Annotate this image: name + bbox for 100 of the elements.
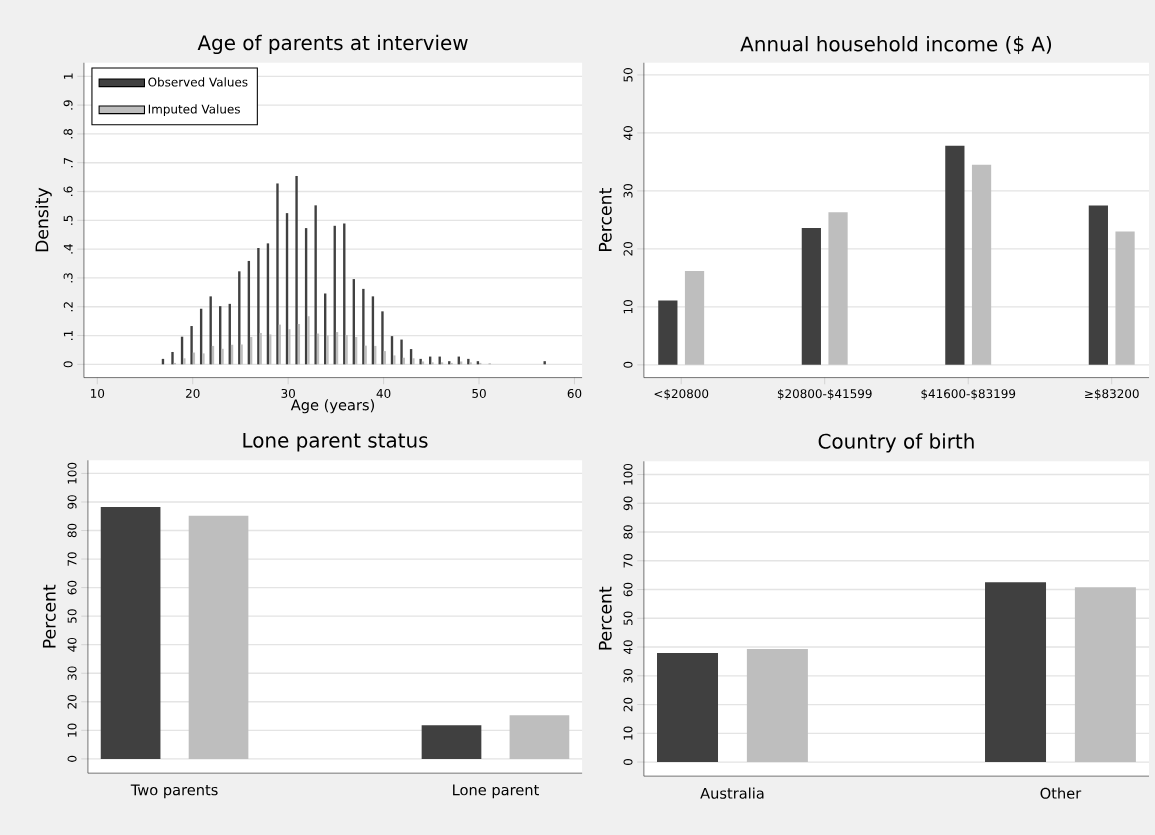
y-tick-label: 30	[67, 666, 77, 680]
bar	[364, 345, 367, 365]
bar	[202, 353, 205, 365]
y-tick-label: .2	[63, 302, 73, 312]
bar	[746, 649, 808, 763]
x-tick-label: <$20800	[654, 388, 709, 400]
bar	[188, 515, 249, 759]
legend-label: Observed Values	[148, 77, 248, 87]
y-tick-label: 20	[67, 695, 77, 709]
y-tick-label: 100	[623, 463, 633, 485]
x-tick-label: Lone parent	[453, 784, 539, 799]
x-tick-label: ≥$83200	[1085, 388, 1139, 400]
y-axis-title: Percent	[598, 188, 612, 252]
x-tick-label: 60	[567, 388, 582, 399]
y-tick-label: 90	[67, 495, 77, 509]
x-axis-title: Age (years)	[290, 399, 374, 414]
y-tick-label: .4	[63, 244, 73, 254]
y-tick-label: 10	[623, 726, 633, 740]
bar	[509, 715, 570, 759]
bar	[221, 348, 224, 365]
bar	[801, 228, 821, 365]
bar	[1115, 231, 1135, 365]
y-tick-label: 0	[623, 361, 633, 368]
y-tick-label: 40	[623, 640, 633, 655]
bar	[684, 270, 705, 365]
y-tick-label: 80	[623, 525, 633, 539]
bar	[945, 145, 965, 365]
chart-title: Lone parent status	[243, 432, 428, 452]
bar	[1074, 587, 1136, 763]
y-tick-label: 20	[623, 697, 633, 712]
y-tick-label: .3	[63, 273, 73, 283]
x-tick-label: Two parents	[130, 784, 218, 799]
y-tick-label: 70	[67, 552, 77, 566]
y-tick-label: .7	[63, 158, 73, 168]
bar	[431, 362, 434, 365]
y-tick-label: .6	[63, 186, 73, 196]
bar	[183, 358, 186, 365]
x-tick-label: 30	[281, 388, 295, 399]
y-tick-label: 20	[623, 242, 633, 256]
y-tick-label: .5	[63, 215, 73, 225]
chart-title: Country of birth	[818, 433, 974, 453]
chart-title: Annual household income ($ A)	[740, 36, 1052, 55]
y-tick-label: .1	[63, 330, 73, 341]
x-tick-label: 50	[472, 388, 486, 399]
bar	[295, 176, 298, 365]
y-tick-label: 0	[63, 361, 73, 368]
bar	[469, 362, 472, 365]
bar	[307, 316, 310, 365]
bar	[467, 358, 470, 365]
bar	[657, 653, 719, 763]
x-tick-label: Other	[1040, 787, 1082, 799]
x-tick-label: 10	[91, 388, 105, 399]
y-tick-label: 50	[623, 68, 633, 82]
x-tick-label: Australia	[700, 787, 764, 799]
bar	[171, 352, 174, 365]
chart-title: Age of parents at interview	[197, 34, 468, 55]
bar	[259, 332, 262, 365]
bar	[240, 344, 243, 365]
y-axis-title: Percent	[598, 586, 612, 650]
x-tick-label: 20	[186, 388, 200, 399]
y-tick-label: .9	[63, 100, 73, 110]
y-axis-title: Density	[35, 187, 52, 252]
bar	[326, 335, 329, 365]
y-tick-label: 40	[623, 126, 633, 140]
y-tick-label: 0	[623, 759, 633, 766]
bar	[345, 335, 348, 365]
bar	[288, 329, 291, 365]
bar	[381, 311, 384, 365]
bar	[421, 725, 482, 759]
bar	[257, 248, 260, 365]
x-tick-label: $41600-$83199	[921, 388, 1016, 400]
x-tick-label: 40	[376, 388, 391, 399]
bar	[828, 212, 848, 365]
bar	[400, 339, 403, 365]
y-tick-label: 10	[67, 723, 77, 737]
y-tick-label: 70	[623, 554, 633, 568]
y-tick-label: 80	[67, 523, 77, 538]
bar	[276, 183, 279, 365]
y-tick-label: 0	[67, 755, 77, 762]
y-tick-label: 100	[67, 462, 77, 484]
y-tick-label: 30	[623, 184, 633, 198]
x-tick-label: $20800-$41599	[777, 388, 872, 400]
y-tick-label: 50	[623, 611, 633, 626]
bar	[209, 296, 212, 365]
bar	[362, 288, 365, 365]
legend-label: Imputed Values	[148, 104, 240, 116]
bar	[190, 326, 193, 365]
bar	[658, 300, 678, 365]
bar	[412, 358, 415, 365]
bar	[971, 164, 992, 365]
y-tick-label: 60	[67, 580, 77, 595]
bar	[1088, 205, 1108, 365]
bar	[985, 582, 1047, 763]
y-tick-label: 40	[67, 637, 77, 652]
y-tick-label: 90	[623, 496, 633, 511]
y-tick-label: .8	[63, 129, 73, 139]
bar	[314, 205, 317, 365]
y-tick-label: 1	[63, 73, 73, 79]
y-tick-label: 30	[623, 669, 633, 683]
bar	[100, 507, 161, 759]
